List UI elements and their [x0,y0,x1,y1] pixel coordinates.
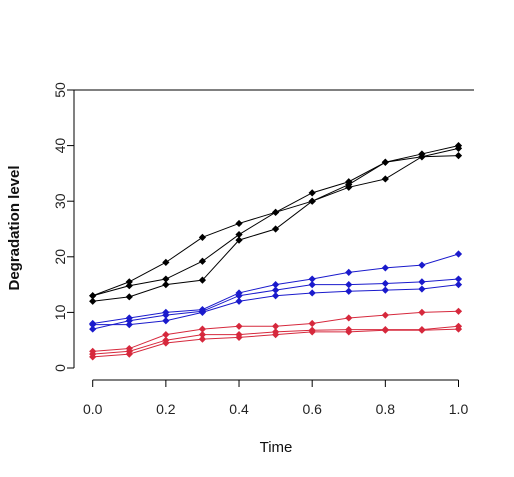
data-point [454,144,463,152]
data-point [308,189,316,197]
series-3 [89,152,463,305]
y-tick-label: 50 [52,82,68,98]
data-point [125,321,133,329]
series-9 [89,325,463,361]
y-tick-label: 0 [52,364,68,372]
data-point [454,281,463,289]
y-axis-title: Degradation level [6,165,23,290]
data-point [308,328,316,336]
y-tick-label: 10 [52,304,68,320]
data-point [454,152,463,160]
data-point [345,183,353,191]
data-point [235,292,243,300]
data-point [162,281,170,289]
data-point [235,322,243,330]
data-point [418,285,426,293]
data-point [162,339,170,347]
data-point [381,311,389,319]
data-point [308,319,316,328]
data-point [89,297,97,305]
data-point [198,325,207,333]
x-tick-label: 0.4 [229,401,249,417]
data-point [272,286,280,294]
data-point [235,333,243,342]
x-tick-label: 1.0 [449,401,469,417]
data-point [345,328,353,336]
x-axis-title: Time [260,439,293,456]
data-point [345,314,353,322]
data-point [381,158,389,166]
data-point [89,353,97,361]
data-point [125,350,133,358]
data-point [272,208,280,216]
series-6 [89,281,463,329]
data-point [235,219,243,228]
data-point [198,276,207,284]
data-point [454,307,463,315]
series-5 [89,275,463,333]
data-point [89,292,97,300]
x-tick-label: 0.0 [83,401,103,417]
data-point [308,275,316,283]
series-layer [89,142,463,361]
y-tick-label: 30 [52,193,68,209]
data-point [89,321,97,329]
axes: 0 10 20 30 40 50 0.0 0.2 0.4 0.6 0.8 1.0 [52,82,474,417]
data-point [454,275,463,283]
data-point [162,311,170,319]
data-point [198,257,207,265]
data-point [345,287,353,295]
data-point [272,292,280,300]
y-tick-label: 20 [52,249,68,265]
data-point [272,281,280,289]
data-point [418,326,426,334]
data-point [345,178,353,186]
data-point [198,233,207,241]
x-tick-label: 0.2 [156,401,176,417]
data-point [272,322,280,330]
data-point [235,236,243,244]
data-point [162,258,170,266]
data-point [89,325,97,333]
data-point [308,281,316,289]
data-point [272,331,280,339]
data-point [308,289,316,297]
series-2 [89,144,463,300]
data-point [418,261,426,269]
data-point [454,325,463,333]
data-point [125,278,133,286]
y-tick-label: 40 [52,138,68,154]
data-point [454,250,463,258]
data-point [345,268,353,276]
data-point [272,225,280,233]
data-point [381,326,389,334]
data-point [418,278,426,286]
data-point [198,335,207,343]
data-point [418,308,426,316]
data-point [381,286,389,294]
data-point [162,317,170,325]
data-point [381,264,389,272]
x-tick-label: 0.8 [376,401,396,417]
data-point [381,279,389,288]
data-point [198,308,207,316]
data-point [125,282,133,290]
data-point [125,293,133,301]
x-tick-label: 0.6 [302,401,322,417]
data-point [125,317,133,325]
data-point [235,230,243,239]
data-point [345,281,353,289]
data-point [418,153,426,161]
series-1 [89,142,463,300]
data-point [235,297,243,305]
data-point [162,275,170,283]
data-point [381,175,389,183]
series-line [92,147,459,297]
data-point [162,331,170,339]
data-point [308,197,316,205]
data-point [198,331,207,339]
